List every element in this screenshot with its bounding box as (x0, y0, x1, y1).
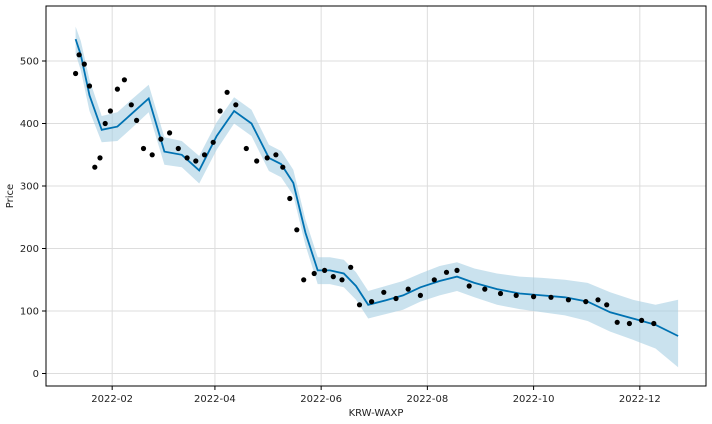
x-tick-label: 2022-06 (300, 394, 342, 405)
observed-point (322, 267, 328, 273)
observed-point (497, 290, 504, 297)
observed-point (381, 289, 387, 295)
observed-point (233, 102, 239, 108)
observed-point (443, 269, 450, 275)
y-axis-label: Price (5, 184, 16, 208)
observed-point (531, 294, 537, 300)
observed-point (114, 86, 120, 92)
observed-point (193, 158, 199, 164)
x-tick-label: 2022-02 (91, 394, 133, 405)
observed-point (76, 52, 82, 58)
observed-point (280, 164, 286, 170)
observed-point (158, 136, 164, 142)
axis-ticks: 2022-02 2022-04 2022-06 2022-08 2022-10 2022-… (20, 57, 661, 406)
observed-point (128, 102, 134, 108)
x-axis-label: KRW-WAXP (349, 408, 404, 419)
observed-point (294, 227, 300, 233)
observed-point (134, 117, 140, 123)
observed-point (431, 277, 437, 283)
observed-point (330, 274, 336, 280)
y-tick-label: 200 (20, 244, 39, 255)
y-tick-label: 300 (20, 182, 39, 193)
x-tick-label: 2022-08 (406, 394, 448, 405)
observed-point (311, 270, 317, 277)
observed-point (651, 320, 657, 327)
observed-point (107, 108, 113, 114)
observed-point (97, 155, 103, 161)
observed-point (140, 145, 147, 152)
uncertainty-band-layer (75, 26, 679, 368)
observed-point (273, 152, 279, 158)
observed-point (393, 295, 399, 302)
observed-point (184, 155, 190, 161)
observed-point (73, 70, 79, 77)
observed-point (369, 299, 375, 305)
observed-point (254, 158, 260, 164)
observed-point (121, 77, 127, 83)
observed-point (466, 283, 472, 289)
observed-point (175, 145, 181, 152)
observed-point (565, 297, 572, 303)
observed-point (243, 145, 249, 152)
observed-point (513, 292, 519, 298)
y-tick-label: 100 (20, 307, 39, 318)
observed-point (614, 319, 620, 325)
observed-point (348, 264, 354, 270)
observed-point (639, 317, 645, 323)
y-tick-label: 400 (20, 119, 39, 130)
observed-point (482, 286, 488, 292)
observed-point (339, 277, 345, 283)
observed-point (81, 61, 87, 67)
y-tick-label: 0 (33, 369, 39, 380)
observed-point (264, 155, 270, 161)
plot-frame (45, 5, 707, 387)
observed-point (583, 299, 589, 305)
observed-point (287, 195, 293, 202)
forecast-line-layer (74, 38, 679, 337)
observed-point (167, 130, 173, 136)
x-tick-label: 2022-12 (619, 394, 661, 405)
observed-point (92, 164, 98, 170)
forecast-line (74, 38, 679, 337)
observed-point (210, 139, 216, 145)
observed-point (417, 292, 423, 298)
observed-point (405, 286, 411, 292)
observed-point (604, 302, 610, 308)
observed-point (201, 152, 208, 158)
observed-point (626, 320, 633, 327)
y-tick-label: 500 (20, 57, 39, 68)
x-tick-label: 2022-04 (194, 394, 236, 405)
observed-point (102, 120, 108, 127)
observed-point (356, 302, 363, 308)
x-tick-label: 2022-10 (513, 394, 555, 405)
observed-point (595, 297, 601, 303)
observed-point (548, 294, 554, 300)
observed-point (301, 277, 307, 283)
observed-point (86, 83, 93, 89)
uncertainty-band (75, 26, 679, 368)
observed-point (224, 89, 230, 95)
observed-point (217, 108, 223, 114)
observed-point (454, 267, 460, 273)
observed-points-layer (73, 52, 657, 327)
observed-point (149, 152, 155, 158)
